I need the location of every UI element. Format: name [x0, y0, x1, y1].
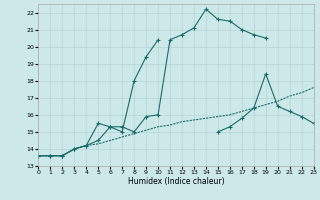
X-axis label: Humidex (Indice chaleur): Humidex (Indice chaleur) [128, 177, 224, 186]
